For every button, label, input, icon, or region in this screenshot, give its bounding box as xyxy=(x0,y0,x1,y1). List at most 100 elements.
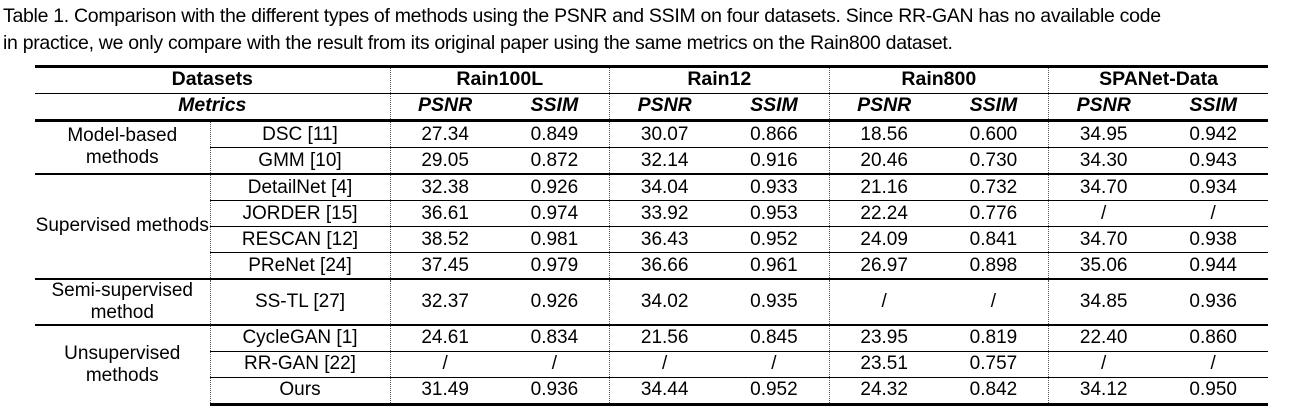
value-cell: 37.45 xyxy=(390,251,500,279)
value-cell: / xyxy=(1048,350,1159,377)
value-cell: 23.95 xyxy=(829,323,939,351)
value-cell: 34.85 xyxy=(1048,277,1159,325)
value-cell: 0.872 xyxy=(499,146,611,174)
value-cell: 22.40 xyxy=(1048,323,1159,351)
value-cell: 34.70 xyxy=(1048,225,1159,253)
value-cell: 0.776 xyxy=(938,199,1050,227)
value-cell: 0.916 xyxy=(719,146,830,174)
value-cell: / xyxy=(1158,199,1269,227)
table-row: Supervised methods DetailNet [4] 32.38 0… xyxy=(35,172,1269,279)
caption-line-2: in practice, we only compare with the re… xyxy=(3,31,953,54)
table-row: Model-based methods DSC [11] 27.34 0.849… xyxy=(35,120,1268,174)
value-cell: / xyxy=(390,350,500,377)
metric-header-psnr: PSNR xyxy=(609,93,720,122)
value-cell: 0.944 xyxy=(1158,251,1269,279)
value-cell: 32.14 xyxy=(609,146,720,174)
value-cell: 34.04 xyxy=(609,172,720,201)
value-cell: 30.07 xyxy=(640,123,689,145)
header-metrics-label: Metrics xyxy=(35,93,391,122)
value-cell: 0.926 xyxy=(499,172,611,201)
dataset-header-rain800: Rain800 xyxy=(829,64,1050,94)
category-cell-unsupervised: Unsupervised methods xyxy=(35,323,211,404)
table-caption: Table 1. Comparison with the different t… xyxy=(0,0,1303,57)
value-cell: 0.974 xyxy=(499,199,611,227)
value-cell: 0.841 xyxy=(938,225,1050,253)
value-cell: 21.16 xyxy=(829,172,939,201)
value-cell: 21.56 xyxy=(609,323,720,351)
category-cell-semi-supervised: Semi-supervised method xyxy=(35,277,211,325)
value-cell: 22.24 xyxy=(829,199,939,227)
value-cell: 33.92 xyxy=(609,199,720,227)
value-cell: 34.44 xyxy=(609,376,720,406)
value-cell: 34.02 xyxy=(609,277,720,325)
table-row: GMM [10] 29.05 0.872 32.14 0.916 20.46 0… xyxy=(35,146,1269,174)
value-cell: 24.61 xyxy=(390,323,500,351)
value-cell: 18.56 xyxy=(860,123,908,145)
method-cell: CycleGAN [1] xyxy=(210,323,391,351)
method-cell: GMM [10] xyxy=(210,146,391,174)
value-cell: 0.849 xyxy=(499,120,611,148)
value-cell: / xyxy=(499,350,611,377)
method-cell: DSC [11] xyxy=(210,120,391,148)
table-row: RR-GAN [22] / / / / 23.51 0.757 / / xyxy=(35,350,1269,377)
value-cell: 0.936 xyxy=(499,376,611,406)
value-cell: 26.97 xyxy=(829,251,939,279)
value-cell: 27.34 xyxy=(421,123,469,145)
value-cell: 0.952 xyxy=(719,376,830,406)
table-row: PReNet [24] 37.45 0.979 36.66 0.961 26.9… xyxy=(35,251,1269,279)
value-cell: 32.38 xyxy=(390,172,500,201)
metric-header-ssim: SSIM xyxy=(1158,93,1269,122)
value-cell: 24.09 xyxy=(829,225,939,253)
value-cell: 32.37 xyxy=(390,277,500,325)
dataset-header-spanet: SPANet-Data xyxy=(1048,64,1269,94)
value-cell: 0.936 xyxy=(1158,277,1269,325)
value-cell: 0.819 xyxy=(938,323,1050,351)
method-cell: Ours xyxy=(210,376,391,406)
value-cell: 35.06 xyxy=(1048,251,1159,279)
value-cell: 0.842 xyxy=(938,376,1050,406)
value-cell: 0.961 xyxy=(719,251,830,279)
value-cell: 34.95 xyxy=(1079,123,1128,145)
value-cell: 23.51 xyxy=(829,350,939,377)
metric-header-psnr: PSNR xyxy=(1048,93,1159,122)
value-cell: 34.30 xyxy=(1048,146,1159,174)
caption-line-1: Table 1. Comparison with the different t… xyxy=(3,5,1161,27)
value-cell: 0.866 xyxy=(719,120,830,148)
value-cell: 29.05 xyxy=(390,146,500,174)
value-cell: 34.12 xyxy=(1048,376,1159,406)
value-cell: / xyxy=(1048,199,1159,227)
value-cell: / xyxy=(938,277,1050,325)
value-cell: 0.938 xyxy=(1158,225,1269,253)
table-row: JORDER [15] 36.61 0.974 33.92 0.953 22.2… xyxy=(35,199,1269,227)
metric-header-ssim: SSIM xyxy=(938,93,1050,122)
method-cell: RESCAN [12] xyxy=(210,225,391,253)
value-cell: 0.834 xyxy=(499,323,611,351)
metric-header-ssim: SSIM xyxy=(719,93,830,122)
method-cell: DetailNet [4] xyxy=(210,172,391,201)
header-datasets-label: Datasets xyxy=(35,64,391,94)
method-cell: PReNet [24] xyxy=(210,251,391,279)
header-row-datasets: Datasets Rain100L Rain12 Rain800 SPANet-… xyxy=(35,64,1269,94)
value-cell: 0.934 xyxy=(1158,172,1269,201)
value-cell: 36.43 xyxy=(609,225,720,253)
value-cell: 0.730 xyxy=(938,146,1050,174)
value-cell: 0.845 xyxy=(719,323,830,351)
value-cell: 36.61 xyxy=(390,199,500,227)
value-cell: 0.933 xyxy=(719,172,830,201)
value-cell: 0.935 xyxy=(719,277,830,325)
value-cell: 0.979 xyxy=(499,251,611,279)
value-cell: 24.32 xyxy=(829,376,939,406)
dataset-header-rain12: Rain12 xyxy=(609,64,830,94)
value-cell: 31.49 xyxy=(390,376,500,406)
value-cell: 0.898 xyxy=(938,251,1050,279)
value-cell: 0.860 xyxy=(1158,323,1269,351)
value-cell: 34.70 xyxy=(1048,172,1159,201)
header-row-metrics: Metrics PSNR SSIM PSNR SSIM PSNR SSIM PS… xyxy=(35,93,1269,122)
comparison-table: Datasets Rain100L Rain12 Rain800 SPANet-… xyxy=(35,64,1269,406)
table-row: Unsupervised methods CycleGAN [1] 24.61 … xyxy=(35,323,1269,404)
value-cell: 38.52 xyxy=(390,225,500,253)
method-cell: RR-GAN [22] xyxy=(210,350,391,377)
table-row: RESCAN [12] 38.52 0.981 36.43 0.952 24.0… xyxy=(35,225,1269,253)
value-cell: 0.943 xyxy=(1158,146,1269,174)
value-cell: 0.952 xyxy=(719,225,830,253)
